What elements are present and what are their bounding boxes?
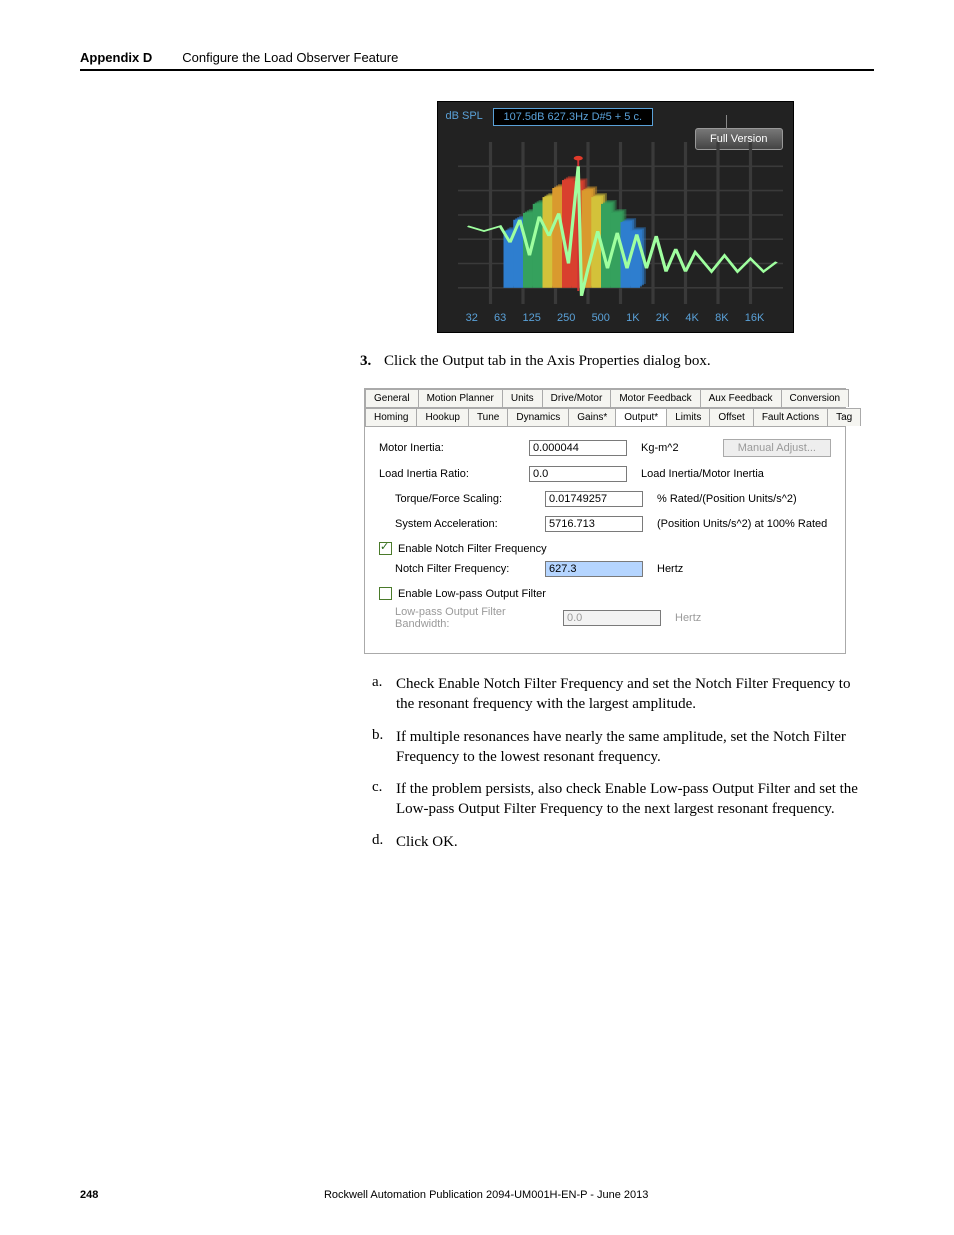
step-number: 3. — [360, 353, 384, 370]
lowpass-input: 0.0 — [563, 610, 661, 626]
appendix-title: Configure the Load Observer Feature — [182, 50, 398, 65]
fft-y-label: dB SPL — [446, 110, 483, 122]
enable-lowpass-checkbox-row[interactable]: Enable Low-pass Output Filter — [379, 587, 831, 600]
page-footer: 248 Rockwell Automation Publication 2094… — [80, 1189, 874, 1201]
dialog-input[interactable]: 0.0 — [529, 466, 627, 482]
manual-adjust-button[interactable]: Manual Adjust... — [723, 439, 831, 457]
checkbox-icon[interactable] — [379, 542, 392, 555]
dialog-unit: (Position Units/s^2) at 100% Rated — [657, 518, 827, 530]
appendix-label: Appendix D — [80, 50, 152, 65]
substep-text: If multiple resonances have nearly the s… — [396, 727, 870, 768]
tab-motion-planner[interactable]: Motion Planner — [418, 389, 503, 407]
substep: a.Check Enable Notch Filter Frequency an… — [372, 674, 870, 715]
dialog-unit: Kg-m^2 — [641, 442, 679, 454]
fft-xtick: 2K — [656, 312, 669, 324]
fft-xtick: 125 — [522, 312, 540, 324]
tab-conversion[interactable]: Conversion — [781, 389, 850, 407]
dialog-label: Motor Inertia: — [379, 442, 529, 454]
tab-tune[interactable]: Tune — [468, 408, 508, 426]
tab-offset[interactable]: Offset — [709, 408, 754, 426]
tab-fault-actions[interactable]: Fault Actions — [753, 408, 828, 426]
notch-frequency-row: Notch Filter Frequency: 627.3 Hertz — [395, 561, 831, 577]
enable-notch-checkbox-row[interactable]: Enable Notch Filter Frequency — [379, 542, 831, 555]
dialog-tab-row-1: GeneralMotion PlannerUnitsDrive/MotorMot… — [365, 389, 845, 408]
fft-x-axis: 32 63 125 250 500 1K 2K 4K 8K 16K — [438, 312, 793, 324]
dialog-input[interactable]: 0.000044 — [529, 440, 627, 456]
dialog-unit: % Rated/(Position Units/s^2) — [657, 493, 797, 505]
dialog-unit: Load Inertia/Motor Inertia — [641, 468, 764, 480]
tab-limits[interactable]: Limits — [666, 408, 710, 426]
dialog-row: System Acceleration:5716.713 (Position Un… — [395, 516, 831, 532]
dialog-body: Motor Inertia:0.000044 Kg-m^2 Manual Adjus… — [365, 427, 845, 653]
fft-xtick: 1K — [626, 312, 639, 324]
fft-plot-area — [458, 142, 783, 304]
substep-text: If the problem persists, also check Enab… — [396, 779, 870, 820]
dialog-row: Load Inertia Ratio:0.0 Load Inertia/Motor… — [379, 466, 831, 482]
substep: b.If multiple resonances have nearly the… — [372, 727, 870, 768]
enable-lowpass-label: Enable Low-pass Output Filter — [398, 588, 546, 600]
lowpass-label: Low-pass Output Filter Bandwidth: — [395, 606, 563, 630]
fft-readout: 107.5dB 627.3Hz D#5 + 5 c. — [493, 108, 654, 126]
fft-xtick: 250 — [557, 312, 575, 324]
tab-hookup[interactable]: Hookup — [416, 408, 468, 426]
dialog-label: System Acceleration: — [395, 518, 545, 530]
substep: d.Click OK. — [372, 832, 870, 852]
dialog-input[interactable]: 5716.713 — [545, 516, 643, 532]
step-3: 3. Click the Output tab in the Axis Prop… — [360, 353, 870, 370]
fft-xtick: 4K — [685, 312, 698, 324]
dialog-input[interactable]: 0.01749257 — [545, 491, 643, 507]
dialog-label: Torque/Force Scaling: — [395, 493, 545, 505]
tab-homing[interactable]: Homing — [365, 408, 417, 426]
tab-units[interactable]: Units — [502, 389, 543, 407]
dialog-row: Torque/Force Scaling:0.01749257 % Rated/(… — [395, 491, 831, 507]
axis-properties-dialog: GeneralMotion PlannerUnitsDrive/MotorMot… — [364, 388, 846, 654]
fft-xtick: 500 — [592, 312, 610, 324]
substep-letter: c. — [372, 779, 396, 820]
publication-id: Rockwell Automation Publication 2094-UM0… — [98, 1189, 874, 1201]
tab-drive-motor[interactable]: Drive/Motor — [542, 389, 612, 407]
tab-aux-feedback[interactable]: Aux Feedback — [700, 389, 782, 407]
fft-chart: dB SPL 107.5dB 627.3Hz D#5 + 5 c. Full V… — [437, 101, 794, 333]
fft-xtick: 16K — [745, 312, 765, 324]
tab-motor-feedback[interactable]: Motor Feedback — [610, 389, 700, 407]
fft-xtick: 8K — [715, 312, 728, 324]
dialog-row: Motor Inertia:0.000044 Kg-m^2 Manual Adjus… — [379, 439, 831, 457]
tab-gains[interactable]: Gains* — [568, 408, 616, 426]
page-header: Appendix D Configure the Load Observer F… — [80, 50, 874, 71]
tab-tag[interactable]: Tag — [827, 408, 861, 426]
lowpass-unit: Hertz — [675, 612, 701, 624]
dialog-label: Load Inertia Ratio: — [379, 468, 529, 480]
substep-letter: d. — [372, 832, 396, 852]
notch-unit: Hertz — [657, 563, 683, 575]
substep: c.If the problem persists, also check En… — [372, 779, 870, 820]
notch-input[interactable]: 627.3 — [545, 561, 643, 577]
fft-xtick: 63 — [494, 312, 506, 324]
substep-text: Click OK. — [396, 832, 870, 852]
substep-letter: a. — [372, 674, 396, 715]
notch-label: Notch Filter Frequency: — [395, 563, 545, 575]
tab-dynamics[interactable]: Dynamics — [507, 408, 569, 426]
enable-notch-label: Enable Notch Filter Frequency — [398, 543, 547, 555]
tab-general[interactable]: General — [365, 389, 419, 407]
dialog-tab-row-2: HomingHookupTuneDynamicsGains*Output*Lim… — [365, 408, 845, 427]
lowpass-bandwidth-row: Low-pass Output Filter Bandwidth: 0.0 He… — [395, 606, 831, 630]
substep-text: Check Enable Notch Filter Frequency and … — [396, 674, 870, 715]
step-text: Click the Output tab in the Axis Propert… — [384, 353, 870, 370]
checkbox-icon[interactable] — [379, 587, 392, 600]
page-number: 248 — [80, 1189, 98, 1201]
substep-letter: b. — [372, 727, 396, 768]
tab-output[interactable]: Output* — [615, 408, 667, 426]
fft-xtick: 32 — [466, 312, 478, 324]
